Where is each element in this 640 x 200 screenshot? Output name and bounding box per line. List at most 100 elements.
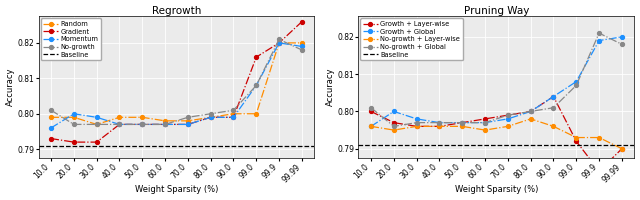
Growth + Layer-wise (595, 170, 603, 172)
Momentum (230, 116, 237, 119)
Random (275, 42, 283, 44)
Line: No-growth + Layer-wise: No-growth + Layer-wise (369, 117, 624, 151)
Growth + Layer-wise (504, 114, 512, 116)
Random (298, 42, 306, 44)
No-growth (252, 84, 260, 87)
Growth + Global (527, 110, 534, 113)
No-growth (298, 49, 306, 51)
Momentum (138, 123, 146, 126)
No-growth + Global (413, 121, 420, 124)
Growth + Global (618, 36, 626, 38)
Growth + Global (572, 80, 580, 83)
Legend: Growth + Layer-wise, Growth + Global, No-growth + Layer-wise, No-growth + Global: Growth + Layer-wise, Growth + Global, No… (360, 18, 463, 60)
Legend: Random, Gradient, Momentum, No-growth, Baseline: Random, Gradient, Momentum, No-growth, B… (40, 18, 101, 60)
No-growth + Global (595, 32, 603, 34)
Growth + Layer-wise (481, 118, 489, 120)
No-growth (138, 123, 146, 126)
Momentum (116, 123, 124, 126)
No-growth (93, 123, 100, 126)
Growth + Layer-wise (618, 148, 626, 150)
No-growth + Global (458, 121, 466, 124)
Momentum (275, 42, 283, 44)
No-growth (70, 123, 77, 126)
No-growth + Layer-wise (595, 136, 603, 139)
No-growth + Global (527, 110, 534, 113)
Momentum (161, 123, 169, 126)
Random (184, 120, 192, 122)
No-growth (161, 123, 169, 126)
Growth + Layer-wise (572, 140, 580, 142)
Random (70, 116, 77, 119)
Growth + Layer-wise (458, 121, 466, 124)
No-growth + Layer-wise (367, 125, 375, 128)
No-growth + Layer-wise (572, 136, 580, 139)
No-growth + Layer-wise (618, 148, 626, 150)
No-growth + Layer-wise (458, 125, 466, 128)
Momentum (93, 116, 100, 119)
Line: No-growth + Global: No-growth + Global (369, 31, 624, 128)
Growth + Layer-wise (436, 125, 444, 128)
Momentum (298, 45, 306, 48)
Momentum (184, 123, 192, 126)
No-growth (116, 123, 124, 126)
Random (138, 116, 146, 119)
Random (93, 123, 100, 126)
Baseline (390, 144, 397, 146)
No-growth (184, 116, 192, 119)
Growth + Layer-wise (527, 110, 534, 113)
Y-axis label: Accuracy: Accuracy (326, 68, 335, 106)
No-growth + Global (618, 43, 626, 46)
Line: No-growth: No-growth (49, 37, 304, 126)
Title: Pruning Way: Pruning Way (464, 6, 529, 16)
No-growth + Global (504, 114, 512, 116)
Gradient (93, 141, 100, 143)
Random (116, 116, 124, 119)
Line: Gradient: Gradient (49, 20, 304, 144)
Random (47, 116, 55, 119)
Gradient (116, 123, 124, 126)
Growth + Global (436, 121, 444, 124)
Momentum (47, 127, 55, 129)
No-growth + Global (572, 84, 580, 87)
No-growth + Layer-wise (481, 129, 489, 131)
No-growth + Layer-wise (527, 118, 534, 120)
No-growth + Global (367, 107, 375, 109)
Gradient (161, 123, 169, 126)
Gradient (184, 123, 192, 126)
Baseline (47, 144, 55, 147)
Growth + Global (458, 121, 466, 124)
Gradient (230, 116, 237, 119)
Momentum (207, 116, 214, 119)
Growth + Global (550, 95, 557, 98)
Y-axis label: Accuracy: Accuracy (6, 68, 15, 106)
Gradient (275, 42, 283, 44)
Growth + Layer-wise (367, 110, 375, 113)
Random (230, 113, 237, 115)
Growth + Global (390, 110, 397, 113)
Baseline (70, 144, 77, 147)
Growth + Global (595, 39, 603, 42)
No-growth + Layer-wise (390, 129, 397, 131)
Title: Regrowth: Regrowth (152, 6, 201, 16)
No-growth + Global (550, 107, 557, 109)
No-growth + Global (481, 121, 489, 124)
Growth + Global (367, 125, 375, 128)
Line: Momentum: Momentum (49, 41, 304, 130)
Gradient (298, 20, 306, 23)
No-growth (275, 38, 283, 41)
Growth + Layer-wise (550, 95, 557, 98)
No-growth + Global (390, 125, 397, 128)
Gradient (47, 137, 55, 140)
Gradient (70, 141, 77, 143)
No-growth + Global (436, 121, 444, 124)
Momentum (252, 84, 260, 87)
Gradient (138, 123, 146, 126)
No-growth (47, 109, 55, 111)
No-growth + Layer-wise (550, 125, 557, 128)
No-growth + Layer-wise (413, 125, 420, 128)
Random (207, 116, 214, 119)
Line: Random: Random (49, 41, 304, 126)
No-growth (230, 109, 237, 111)
No-growth + Layer-wise (504, 125, 512, 128)
Growth + Global (504, 118, 512, 120)
